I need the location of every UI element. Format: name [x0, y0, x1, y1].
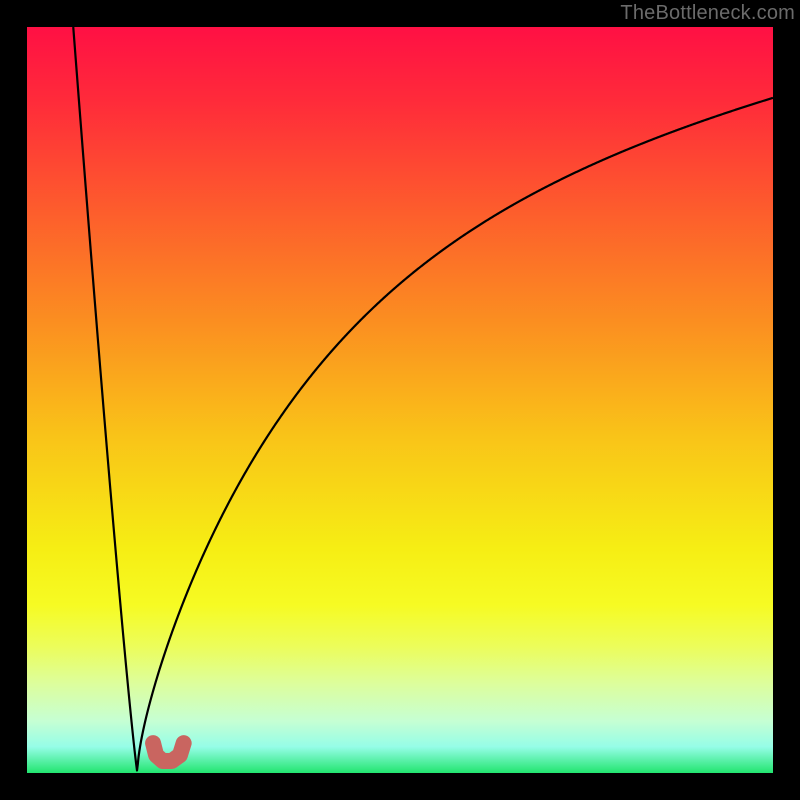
chart-frame — [27, 27, 773, 773]
gradient-background — [27, 27, 773, 773]
plot-area — [27, 27, 773, 773]
watermark-text: TheBottleneck.com — [620, 2, 795, 25]
